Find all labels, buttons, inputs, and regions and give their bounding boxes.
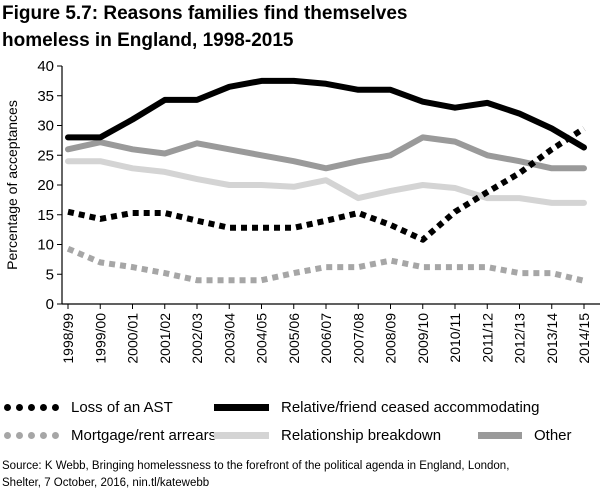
source-line-1: Source: K Webb, Bringing homelessness to… <box>2 460 510 472</box>
chart-title: Figure 5.7: Reasons families find themse… <box>2 0 592 54</box>
source-line-2: Shelter, 7 October, 2016, nin.tl/kateweb… <box>2 477 210 489</box>
x-tick-label: 2005/06 <box>286 313 302 364</box>
legend-swatch-mortgage-rent <box>4 431 59 439</box>
legend-swatch-other <box>478 431 522 439</box>
series-line-relationship-breakdown <box>65 158 587 206</box>
y-tick-label: 5 <box>46 266 54 283</box>
x-tick-label: 2006/07 <box>318 313 334 364</box>
legend-label-relative-friend: Relative/friend ceased accommodating <box>281 398 540 416</box>
x-tick-label: 1999/00 <box>92 313 108 364</box>
x-tick-label: 2013/14 <box>544 313 560 364</box>
series-line-relative-friend-ceased-accommodating <box>65 77 587 151</box>
title-line-1: Figure 5.7: Reasons families find themse… <box>2 3 408 24</box>
x-tick-label: 2000/01 <box>125 313 141 364</box>
legend-item-other: Other <box>478 424 572 446</box>
x-tick-label: 2007/08 <box>350 313 366 364</box>
x-tick-label: 2011/12 <box>479 313 495 363</box>
y-tick-label: 10 <box>37 237 54 254</box>
legend-swatch-relationship-breakdown <box>214 431 269 439</box>
legend-label-loss-of-ast: Loss of an AST <box>71 398 173 416</box>
source-note: Source: K Webb, Bringing homelessness to… <box>2 458 600 492</box>
y-tick-label: 40 <box>37 58 54 75</box>
axes: 0 5 10 15 20 25 30 35 40 Percentage of acceptance… <box>4 58 600 364</box>
legend-swatch-loss-of-ast <box>4 403 59 411</box>
series-line-loss-of-an-ast <box>67 125 586 243</box>
legend-label-relationship-breakdown: Relationship breakdown <box>281 426 442 444</box>
y-tick-label: 15 <box>37 207 54 224</box>
y-tick-label: 20 <box>37 177 54 194</box>
x-tick-label: 2004/05 <box>254 313 270 364</box>
x-tick-label: 2010/11 <box>447 313 463 363</box>
legend-label-mortgage-rent: Mortgage/rent arrears <box>71 426 217 444</box>
legend-item-loss-of-ast: Loss of an AST <box>4 396 173 418</box>
x-tick-label: 2009/10 <box>415 313 431 364</box>
line-chart: 0 5 10 15 20 25 30 35 40 Percentage of acceptance… <box>4 58 600 364</box>
x-tick-label: 2008/09 <box>383 313 399 364</box>
title-line-2: homeless in England, 1998-2015 <box>2 30 294 51</box>
legend-item-mortgage-rent: Mortgage/rent arrears <box>4 424 216 446</box>
series-line-other <box>65 134 587 172</box>
y-tick-label: 0 <box>46 296 54 313</box>
x-tick-label: 1998/99 <box>60 313 76 364</box>
legend-item-relative-friend: Relative/friend ceased accommodating <box>214 396 539 418</box>
y-tick-label: 25 <box>37 147 54 164</box>
legend-swatch-relative-friend <box>214 403 269 411</box>
y-tick-label: 35 <box>37 88 54 105</box>
y-tick-label: 30 <box>37 118 54 135</box>
x-tick-label: 2002/03 <box>189 313 205 364</box>
legend: Loss of an AST Relative/friend ceased ac… <box>0 396 604 452</box>
x-tick-label: 2003/04 <box>221 313 237 364</box>
x-tick-label: 2012/13 <box>512 313 528 364</box>
series-line-mortgage-rent-arrears <box>66 245 585 284</box>
x-tick-label: 2014/15 <box>576 313 592 364</box>
legend-label-other: Other <box>534 426 572 444</box>
x-tick-label: 2001/02 <box>157 313 173 364</box>
legend-item-relationship-breakdown: Relationship breakdown <box>214 424 441 446</box>
y-axis-title: Percentage of acceptances <box>4 100 20 270</box>
series-lines <box>65 77 587 284</box>
